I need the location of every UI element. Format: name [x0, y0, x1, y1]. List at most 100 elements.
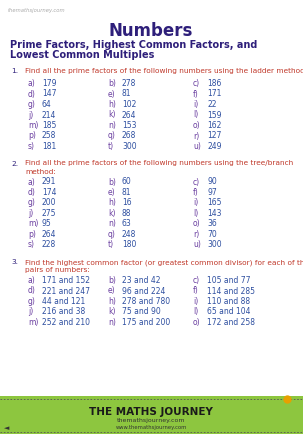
Text: 23 and 42: 23 and 42 — [122, 275, 161, 284]
Text: g): g) — [28, 100, 36, 109]
Text: t): t) — [108, 141, 114, 151]
Text: q): q) — [108, 131, 116, 140]
Text: i): i) — [193, 198, 198, 207]
Text: 264: 264 — [122, 110, 136, 119]
Text: 105 and 77: 105 and 77 — [207, 275, 251, 284]
Text: 300: 300 — [207, 240, 221, 249]
Text: Lowest Common Multiples: Lowest Common Multiples — [10, 50, 154, 60]
Text: j): j) — [28, 110, 33, 119]
Text: q): q) — [108, 230, 116, 238]
Text: 81: 81 — [122, 187, 132, 197]
Text: 22: 22 — [207, 100, 217, 109]
Text: a): a) — [28, 275, 36, 284]
Text: 228: 228 — [42, 240, 56, 249]
Text: 186: 186 — [207, 79, 221, 88]
Text: themathsjourney.com: themathsjourney.com — [117, 417, 185, 422]
Text: 185: 185 — [42, 121, 56, 130]
Text: themathsjourney.com: themathsjourney.com — [8, 8, 66, 13]
Bar — [0, 396, 303, 434]
Text: pairs of numbers:: pairs of numbers: — [25, 266, 90, 273]
Text: u): u) — [193, 141, 201, 151]
Text: 200: 200 — [42, 198, 56, 207]
Text: Prime Factors, Highest Common Factors, and: Prime Factors, Highest Common Factors, a… — [10, 40, 257, 50]
Text: 249: 249 — [207, 141, 221, 151]
Text: h): h) — [108, 198, 116, 207]
Text: 90: 90 — [207, 177, 217, 186]
Text: 172 and 258: 172 and 258 — [207, 317, 255, 326]
Text: l): l) — [193, 110, 198, 119]
Text: 179: 179 — [42, 79, 56, 88]
Text: 153: 153 — [122, 121, 136, 130]
Text: h): h) — [108, 296, 116, 305]
Text: o): o) — [193, 219, 201, 228]
Text: 165: 165 — [207, 198, 221, 207]
Text: ◄: ◄ — [4, 424, 9, 430]
Text: 64: 64 — [42, 100, 52, 109]
Text: 216 and 38: 216 and 38 — [42, 307, 85, 316]
Text: Find the highest common factor (or greatest common divisor) for each of the: Find the highest common factor (or great… — [25, 258, 303, 265]
Text: 75 and 90: 75 and 90 — [122, 307, 161, 316]
Text: c): c) — [193, 275, 200, 284]
Text: www.themathsjourney.com: www.themathsjourney.com — [115, 424, 187, 429]
Text: 180: 180 — [122, 240, 136, 249]
Text: o): o) — [193, 317, 201, 326]
Text: b): b) — [108, 79, 116, 88]
Text: b): b) — [108, 177, 116, 186]
Text: l): l) — [193, 307, 198, 316]
Text: e): e) — [108, 89, 116, 98]
Text: 278: 278 — [122, 79, 136, 88]
Text: n): n) — [108, 219, 116, 228]
Text: 114 and 285: 114 and 285 — [207, 286, 255, 295]
Text: l): l) — [193, 208, 198, 217]
Text: r): r) — [193, 131, 199, 140]
Text: o): o) — [193, 121, 201, 130]
Text: j): j) — [28, 208, 33, 217]
Text: j): j) — [28, 307, 33, 316]
Text: 159: 159 — [207, 110, 221, 119]
Text: 63: 63 — [122, 219, 132, 228]
Text: method:: method: — [25, 168, 56, 174]
Text: 97: 97 — [207, 187, 217, 197]
Text: d): d) — [28, 89, 36, 98]
Text: 95: 95 — [42, 219, 52, 228]
Text: 110 and 88: 110 and 88 — [207, 296, 250, 305]
Text: e): e) — [108, 286, 116, 295]
Text: h): h) — [108, 100, 116, 109]
Text: 70: 70 — [207, 230, 217, 238]
Text: 174: 174 — [42, 187, 56, 197]
Text: k): k) — [108, 110, 115, 119]
Text: 275: 275 — [42, 208, 56, 217]
Text: 252 and 210: 252 and 210 — [42, 317, 90, 326]
Text: f): f) — [193, 286, 199, 295]
Text: 36: 36 — [207, 219, 217, 228]
Text: 175 and 200: 175 and 200 — [122, 317, 170, 326]
Text: 221 and 247: 221 and 247 — [42, 286, 90, 295]
Text: 3.: 3. — [11, 258, 18, 264]
Text: THE MATHS JOURNEY: THE MATHS JOURNEY — [89, 406, 213, 416]
Text: s): s) — [28, 240, 35, 249]
Text: 88: 88 — [122, 208, 132, 217]
Text: 65 and 104: 65 and 104 — [207, 307, 251, 316]
Text: f): f) — [193, 89, 199, 98]
Text: a): a) — [28, 177, 36, 186]
Text: 278 and 780: 278 and 780 — [122, 296, 170, 305]
Text: c): c) — [193, 177, 200, 186]
Text: 1.: 1. — [11, 68, 18, 74]
Text: Find all the prime factors of the following numbers using the tree/branch: Find all the prime factors of the follow… — [25, 160, 293, 166]
Text: p): p) — [28, 131, 36, 140]
Text: m): m) — [28, 317, 38, 326]
Text: 102: 102 — [122, 100, 136, 109]
Text: 291: 291 — [42, 177, 56, 186]
Text: 268: 268 — [122, 131, 136, 140]
Text: 2.: 2. — [11, 160, 18, 166]
Text: m): m) — [28, 121, 38, 130]
Text: u): u) — [193, 240, 201, 249]
Text: 60: 60 — [122, 177, 132, 186]
Text: k): k) — [108, 307, 115, 316]
Text: 143: 143 — [207, 208, 221, 217]
Text: 147: 147 — [42, 89, 56, 98]
Text: Find all the prime factors of the following numbers using the ladder method:: Find all the prime factors of the follow… — [25, 68, 303, 74]
Text: d): d) — [28, 187, 36, 197]
Text: m): m) — [28, 219, 38, 228]
Text: a): a) — [28, 79, 36, 88]
